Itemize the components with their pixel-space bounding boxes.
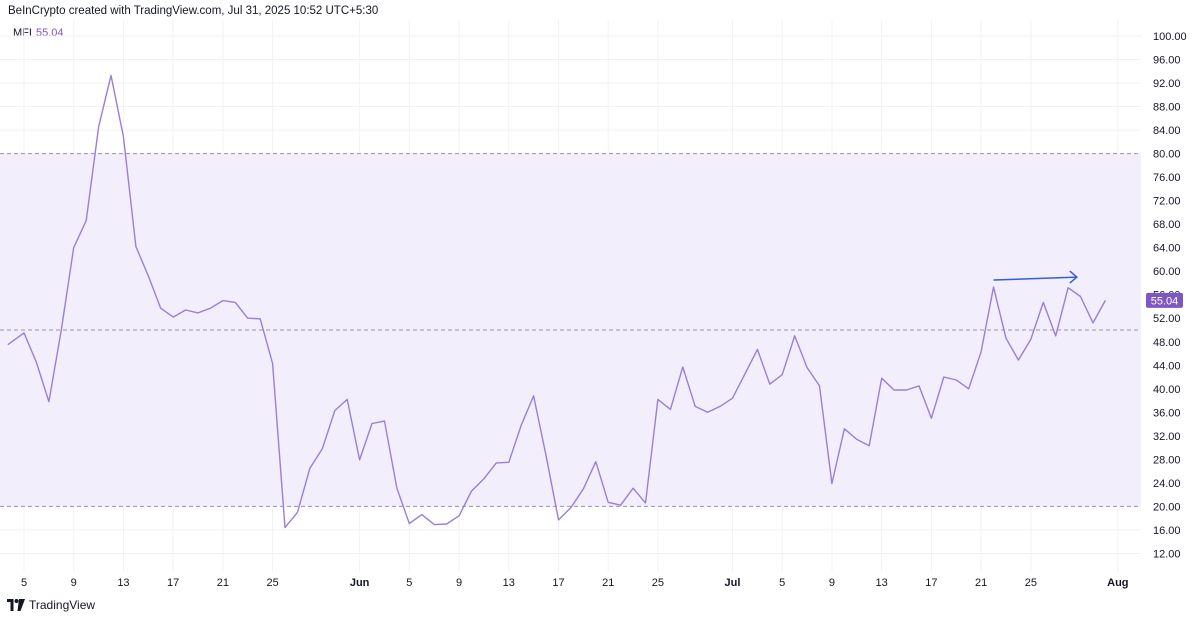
y-tick-label: 36.00	[1153, 407, 1181, 419]
y-tick-label: 68.00	[1153, 219, 1181, 231]
last-value-tag-label: 55.04	[1151, 295, 1179, 307]
tradingview-brand[interactable]: TradingView	[7, 598, 95, 612]
y-tick-label: 84.00	[1153, 125, 1181, 137]
time-axis[interactable]: 5 9 13 17 21 25 Jun 5 9 13 17 21 25 Jul 5 9 13 17 21 25 Aug	[21, 577, 1129, 589]
brand-name: TradingView	[29, 598, 96, 612]
y-tick-label: 20.00	[1153, 501, 1181, 513]
x-tick-label: 13	[503, 577, 515, 589]
x-tick-label: 9	[456, 577, 462, 589]
chart-caption: BeInCrypto created with TradingView.com,…	[8, 5, 379, 17]
arrow-shaft	[993, 276, 1077, 281]
y-tick-label: 80.00	[1153, 149, 1181, 161]
x-tick-label: 25	[266, 577, 278, 589]
x-tick-label: Aug	[1107, 577, 1128, 589]
x-tick-label: 9	[71, 577, 77, 589]
y-tick-label: 52.00	[1153, 313, 1181, 325]
y-tick-label: 60.00	[1153, 266, 1181, 278]
y-tick-label: 24.00	[1153, 478, 1181, 490]
arrow-head	[1069, 270, 1078, 284]
x-tick-label: 5	[406, 577, 412, 589]
x-tick-label: 25	[1025, 577, 1037, 589]
x-tick-label: 21	[217, 577, 229, 589]
x-tick-label: 17	[552, 577, 564, 589]
y-tick-label: 92.00	[1153, 78, 1181, 90]
x-tick-label: 25	[652, 577, 664, 589]
y-tick-label: 100.00	[1153, 31, 1187, 43]
y-tick-label: 96.00	[1153, 55, 1181, 67]
y-tick-label: 72.00	[1153, 196, 1181, 208]
x-tick-label: 13	[117, 577, 129, 589]
last-value-tag-bg	[1146, 292, 1183, 308]
y-tick-label: 16.00	[1153, 525, 1181, 537]
trend-arrow-annotation	[993, 270, 1078, 284]
x-tick-label: Jul	[725, 577, 741, 589]
x-tick-label: 21	[602, 577, 614, 589]
x-tick-label: 17	[925, 577, 937, 589]
x-tick-label: 17	[167, 577, 179, 589]
y-tick-label: 40.00	[1153, 384, 1181, 396]
y-tick-label: 48.00	[1153, 337, 1181, 349]
x-tick-label: 5	[21, 577, 27, 589]
y-tick-label: 32.00	[1153, 431, 1181, 443]
tradingview-logo-icon	[7, 599, 25, 611]
x-tick-label: 9	[829, 577, 835, 589]
y-tick-label: 28.00	[1153, 454, 1181, 466]
y-tick-label: 88.00	[1153, 102, 1181, 114]
x-tick-label: 5	[779, 577, 785, 589]
y-tick-label: 12.00	[1153, 548, 1181, 560]
x-tick-label: 13	[876, 577, 888, 589]
y-tick-label: 76.00	[1153, 172, 1181, 184]
last-value-tag: 55.04	[1146, 292, 1183, 308]
mfi-series-line	[7, 74, 1107, 529]
x-tick-label: Jun	[350, 577, 370, 589]
y-tick-label: 64.00	[1153, 243, 1181, 255]
y-tick-label: 44.00	[1153, 360, 1181, 372]
x-tick-label: 21	[975, 577, 987, 589]
